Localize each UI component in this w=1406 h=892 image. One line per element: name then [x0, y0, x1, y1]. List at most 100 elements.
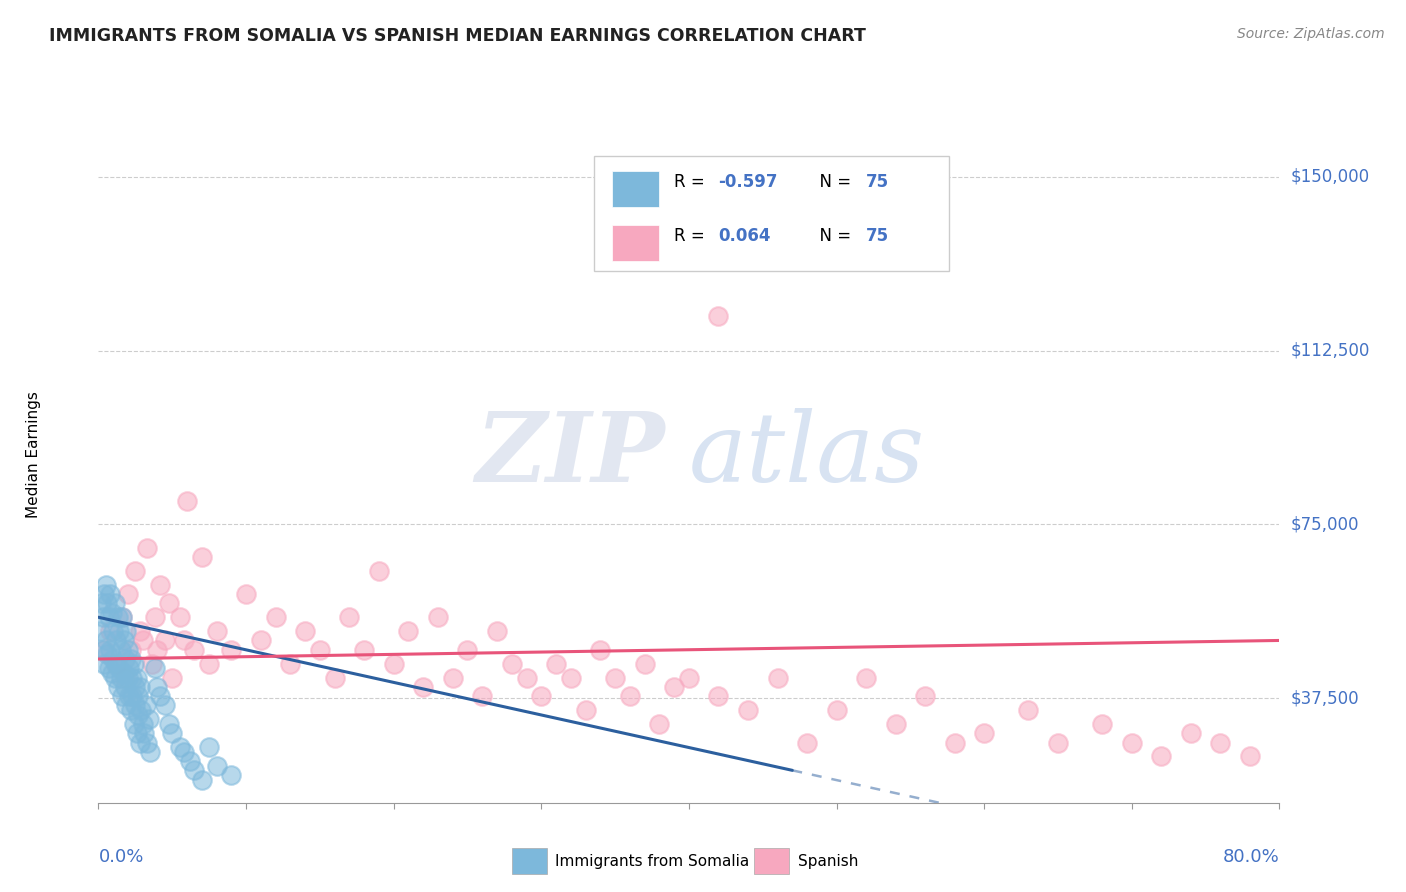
Point: [766, 671, 789, 685]
Point: [619, 689, 641, 703]
Point: [135, 698, 157, 713]
Text: 0.0%: 0.0%: [98, 848, 143, 866]
Text: atlas: atlas: [689, 408, 925, 502]
Text: 80.0%: 80.0%: [1223, 848, 1279, 866]
Point: [427, 610, 450, 624]
Point: [104, 671, 127, 685]
Point: [124, 680, 146, 694]
Point: [146, 642, 169, 657]
Point: [132, 633, 155, 648]
Point: [111, 610, 134, 624]
Point: [97, 610, 120, 624]
Point: [124, 564, 146, 578]
Text: 0.064: 0.064: [718, 227, 770, 245]
FancyBboxPatch shape: [612, 225, 659, 260]
Point: [118, 661, 141, 675]
Point: [149, 578, 172, 592]
Text: $37,500: $37,500: [1291, 690, 1360, 707]
Point: [605, 671, 627, 685]
Point: [884, 717, 907, 731]
Point: [179, 754, 201, 768]
Point: [368, 564, 391, 578]
Point: [98, 624, 121, 639]
Point: [707, 689, 730, 703]
Point: [157, 717, 180, 731]
Point: [1121, 735, 1143, 749]
Point: [173, 745, 195, 759]
Point: [309, 642, 332, 657]
Point: [96, 596, 118, 610]
Point: [162, 726, 183, 740]
Point: [117, 587, 139, 601]
Point: [121, 671, 143, 685]
Point: [91, 642, 114, 657]
Point: [122, 657, 145, 671]
Point: [94, 633, 117, 648]
Point: [105, 657, 128, 671]
FancyBboxPatch shape: [595, 156, 949, 270]
Text: IMMIGRANTS FROM SOMALIA VS SPANISH MEDIAN EARNINGS CORRELATION CHART: IMMIGRANTS FROM SOMALIA VS SPANISH MEDIA…: [49, 27, 866, 45]
Point: [323, 671, 346, 685]
Point: [120, 642, 142, 657]
Text: 75: 75: [866, 173, 889, 192]
Point: [114, 671, 136, 685]
Point: [441, 671, 464, 685]
Text: $112,500: $112,500: [1291, 342, 1369, 359]
Point: [134, 726, 156, 740]
Point: [294, 624, 316, 639]
Point: [183, 642, 205, 657]
Point: [118, 689, 141, 703]
Point: [100, 606, 122, 620]
Point: [107, 610, 129, 624]
Point: [136, 541, 159, 555]
Point: [219, 768, 242, 782]
Point: [112, 633, 135, 648]
Point: [169, 740, 191, 755]
Point: [176, 494, 198, 508]
Point: [825, 703, 848, 717]
Point: [678, 671, 700, 685]
Point: [93, 587, 115, 601]
Text: Immigrants from Somalia: Immigrants from Somalia: [555, 854, 749, 869]
Point: [149, 689, 172, 703]
Point: [93, 642, 115, 657]
Point: [110, 642, 132, 657]
Point: [183, 764, 205, 778]
FancyBboxPatch shape: [512, 848, 547, 874]
Point: [97, 661, 120, 675]
Point: [107, 680, 129, 694]
Point: [707, 309, 730, 323]
Point: [115, 624, 138, 639]
Point: [114, 652, 136, 666]
FancyBboxPatch shape: [754, 848, 789, 874]
Point: [132, 717, 155, 731]
Text: ZIP: ZIP: [475, 408, 665, 502]
Point: [560, 671, 582, 685]
Text: R =: R =: [673, 227, 714, 245]
Text: Spanish: Spanish: [797, 854, 858, 869]
Point: [90, 596, 112, 610]
Point: [128, 624, 150, 639]
Text: N =: N =: [810, 227, 856, 245]
Point: [122, 717, 145, 731]
Point: [914, 689, 936, 703]
Point: [93, 657, 115, 671]
Point: [486, 624, 509, 639]
Point: [589, 642, 612, 657]
Point: [127, 707, 149, 722]
Point: [104, 596, 127, 610]
Point: [382, 657, 405, 671]
Point: [112, 665, 135, 680]
Point: [141, 657, 163, 671]
Point: [96, 648, 118, 662]
Point: [143, 610, 166, 624]
Point: [120, 703, 142, 717]
Point: [98, 587, 121, 601]
Point: [125, 726, 148, 740]
Point: [114, 680, 136, 694]
Point: [105, 633, 128, 648]
Point: [111, 689, 134, 703]
Point: [264, 610, 287, 624]
Point: [143, 661, 166, 675]
Point: [648, 717, 671, 731]
